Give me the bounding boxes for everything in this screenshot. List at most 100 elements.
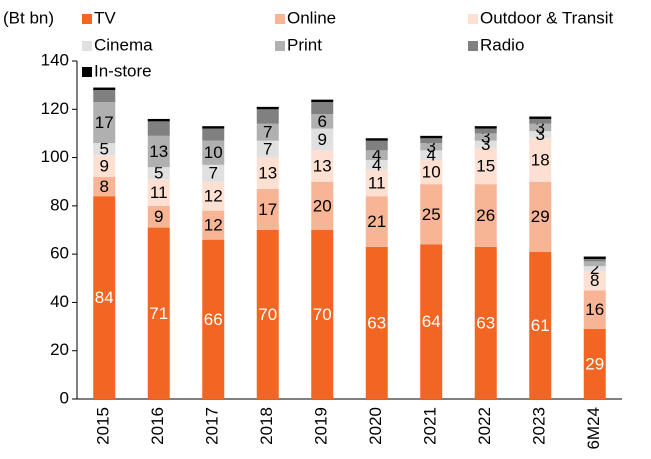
data-label: 84 bbox=[95, 288, 114, 307]
bar-segment bbox=[365, 169, 388, 197]
bar-segment bbox=[529, 118, 552, 124]
bar-segment bbox=[147, 135, 170, 168]
data-label: 4 bbox=[427, 146, 436, 165]
bar-segment bbox=[365, 140, 388, 151]
bar-segment bbox=[311, 114, 334, 129]
data-label: 70 bbox=[313, 305, 332, 324]
x-tick-label: 2019 bbox=[312, 407, 331, 445]
data-label: 13 bbox=[149, 142, 168, 161]
data-label: 3 bbox=[427, 137, 436, 156]
y-tick-label: 0 bbox=[60, 388, 69, 407]
x-tick-label: 2020 bbox=[366, 407, 385, 445]
y-tick-label: 60 bbox=[50, 244, 69, 263]
bar-segment bbox=[583, 271, 606, 291]
legend-swatch bbox=[82, 67, 92, 77]
bar-segment bbox=[147, 179, 170, 206]
bar-segment bbox=[311, 181, 334, 230]
data-label: 18 bbox=[531, 150, 550, 169]
bar-segment bbox=[365, 246, 388, 399]
data-label: 3 bbox=[536, 125, 545, 144]
data-label: 6 bbox=[318, 112, 327, 131]
data-label: 11 bbox=[368, 173, 386, 192]
bar-segment bbox=[202, 164, 225, 182]
data-label: 5 bbox=[100, 140, 109, 159]
bar-segment bbox=[420, 184, 443, 245]
bar-segment bbox=[474, 133, 497, 141]
bar-segment bbox=[147, 227, 170, 399]
data-label: 13 bbox=[258, 164, 277, 183]
x-tick-label: 6M24 bbox=[584, 407, 603, 450]
bar-segment bbox=[147, 118, 170, 122]
bar-segment bbox=[93, 155, 116, 177]
bar-segment bbox=[365, 138, 388, 141]
legend-label: TV bbox=[94, 8, 116, 27]
data-label: 20 bbox=[313, 196, 332, 215]
legend-swatch bbox=[468, 14, 478, 24]
bar-segment bbox=[474, 147, 497, 185]
bar-segment bbox=[93, 176, 116, 197]
bar-segment bbox=[311, 128, 334, 151]
legend-swatch bbox=[468, 41, 478, 51]
bar-segment bbox=[256, 157, 279, 189]
bar-segment bbox=[93, 102, 116, 144]
y-tick-label: 40 bbox=[50, 292, 69, 311]
bar-segment bbox=[365, 159, 388, 170]
bar-segment bbox=[311, 102, 334, 115]
data-label: 63 bbox=[367, 313, 386, 332]
data-label: 15 bbox=[476, 157, 495, 176]
legend-label: Outdoor & Transit bbox=[480, 8, 614, 27]
data-label: 4 bbox=[372, 155, 381, 174]
bar-segment bbox=[147, 167, 170, 180]
bar-segment bbox=[474, 246, 497, 399]
legend-label: Print bbox=[287, 35, 322, 54]
bar-segment bbox=[256, 109, 279, 124]
bar-segment bbox=[365, 196, 388, 247]
bar-segment bbox=[583, 258, 606, 262]
data-label: 10 bbox=[204, 143, 223, 162]
data-label: 9 bbox=[318, 130, 327, 149]
data-label: 10 bbox=[422, 163, 441, 182]
bar-segment bbox=[420, 135, 443, 139]
data-label: 7 bbox=[263, 140, 272, 159]
bar-segment bbox=[420, 159, 443, 185]
data-label: 29 bbox=[531, 207, 550, 226]
bar-segment bbox=[202, 181, 225, 211]
legend-swatch bbox=[275, 41, 285, 51]
bar-segment bbox=[202, 210, 225, 240]
legend-label: Radio bbox=[480, 35, 524, 54]
bar-segment bbox=[420, 150, 443, 160]
bar-segment bbox=[420, 244, 443, 399]
bar-segment bbox=[529, 116, 552, 119]
data-label: 70 bbox=[258, 305, 277, 324]
data-label: 13 bbox=[313, 157, 332, 176]
y-tick-label: 120 bbox=[41, 99, 69, 118]
bar-segment bbox=[474, 184, 497, 247]
bar-segment bbox=[202, 239, 225, 399]
data-label: 17 bbox=[258, 200, 277, 219]
data-label: 7 bbox=[209, 164, 218, 183]
bar-segment bbox=[474, 140, 497, 148]
x-tick-label: 2022 bbox=[475, 407, 494, 445]
x-tick-label: 2016 bbox=[148, 407, 167, 445]
bar-segment bbox=[93, 89, 116, 103]
bar-segment bbox=[311, 150, 334, 182]
bar-segment bbox=[311, 230, 334, 399]
data-label: 61 bbox=[531, 316, 550, 335]
data-label: 12 bbox=[204, 216, 223, 235]
data-label: 25 bbox=[422, 205, 441, 224]
bar-segment bbox=[202, 140, 225, 165]
x-tick-label: 2023 bbox=[530, 407, 549, 445]
bar-segment bbox=[256, 123, 279, 141]
data-label: 8 bbox=[590, 271, 599, 290]
data-label: 16 bbox=[585, 300, 604, 319]
y-tick-label: 80 bbox=[50, 195, 69, 214]
data-label: 3 bbox=[481, 128, 490, 147]
legend-swatch bbox=[82, 41, 92, 51]
data-label: 8 bbox=[100, 177, 109, 196]
data-label: 3 bbox=[536, 118, 545, 137]
bar-segment bbox=[583, 290, 606, 329]
bar-segment bbox=[529, 123, 552, 132]
bar-segment bbox=[311, 99, 334, 103]
data-label: 7 bbox=[263, 123, 272, 142]
